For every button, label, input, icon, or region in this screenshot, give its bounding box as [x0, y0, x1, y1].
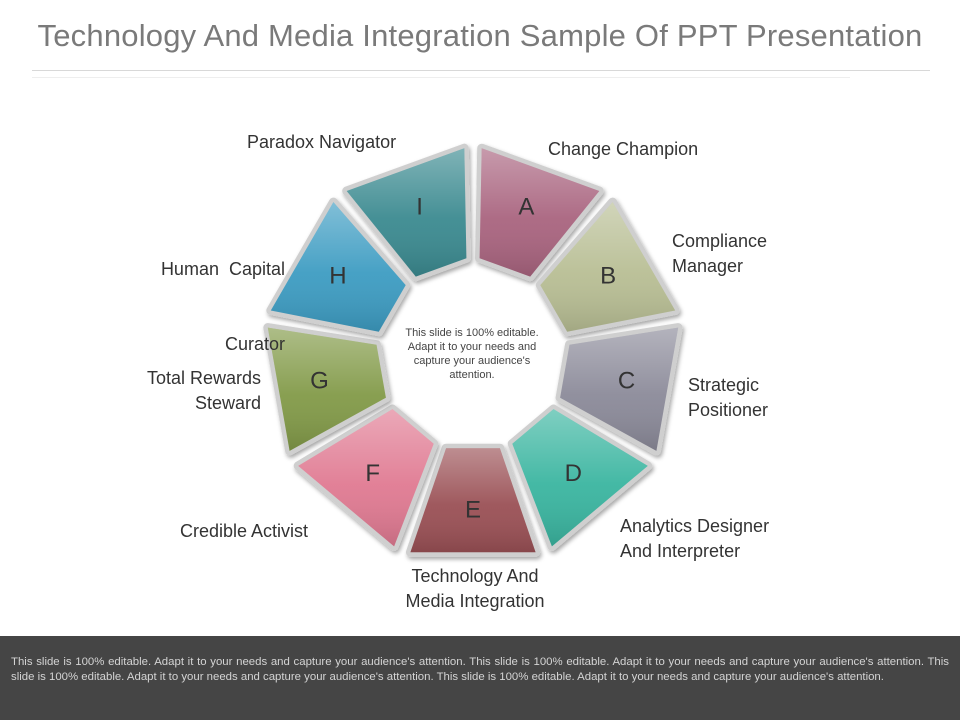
segment-f: F: [293, 404, 439, 551]
label-line: Analytics Designer: [620, 516, 770, 536]
segment-gloss: [540, 202, 676, 332]
segment-gloss: [346, 148, 467, 277]
label-line: Strategic: [688, 375, 760, 395]
segment-gloss: [479, 148, 600, 277]
label-line: Technology And: [411, 566, 539, 586]
segment-g: G: [263, 323, 391, 456]
label-line: Change Champion: [548, 139, 699, 159]
segment-e: E: [405, 443, 541, 557]
center-description: This slide is 100% editable. Adapt it to…: [405, 327, 539, 381]
label-line: Human Capital: [160, 259, 285, 279]
segment-letter-g: G: [310, 367, 329, 394]
segment-letter-e: E: [465, 496, 481, 523]
label-credible-activist: Credible Activist: [180, 519, 308, 544]
label-line: Positioner: [688, 400, 769, 420]
label-line: Credible Activist: [180, 521, 309, 541]
segment-gloss: [512, 409, 648, 547]
label-line: Steward: [194, 393, 261, 413]
label-human-capital-curator: Human Capital Curator: [120, 207, 285, 382]
segment-gloss: [410, 448, 536, 553]
label-line: Curator: [224, 334, 285, 354]
segment-letter-h: H: [329, 262, 346, 289]
segment-gloss: [270, 202, 406, 332]
label-line: Manager: [672, 256, 744, 276]
segment-letter-f: F: [365, 460, 380, 487]
label-line: Paradox Navigator: [247, 132, 397, 152]
segment-i: I: [342, 143, 471, 282]
segment-letter-b: B: [600, 262, 616, 289]
label-change-champion: Change Champion: [548, 137, 698, 162]
segment-wheel: A B C D E F G H I: [263, 143, 683, 557]
footer-band: [0, 636, 960, 720]
label-line: Total Rewards: [146, 368, 261, 388]
segment-letter-i: I: [416, 194, 423, 221]
label-analytics-designer: Analytics Designer And Interpreter: [620, 514, 769, 564]
segment-letter-d: D: [565, 460, 582, 487]
segment-a: A: [475, 143, 604, 282]
segment-gloss: [298, 409, 434, 547]
label-technology-media-integration: Technology And Media Integration: [385, 564, 565, 614]
label-line: And Interpreter: [620, 541, 741, 561]
footer-text: This slide is 100% editable. Adapt it to…: [11, 656, 949, 683]
segment-b: B: [535, 197, 680, 337]
label-compliance-manager: Compliance Manager: [672, 229, 767, 279]
slide-title: Technology And Media Integration Sample …: [37, 18, 923, 53]
segment-letter-a: A: [518, 194, 534, 221]
label-line: Compliance: [672, 231, 768, 251]
label-line: Media Integration: [405, 591, 545, 611]
segment-d: D: [507, 404, 653, 551]
label-total-rewards-steward: Total Rewards Steward: [100, 366, 261, 416]
segment-gloss: [560, 327, 679, 451]
segment-c: C: [555, 323, 683, 456]
segment-letter-c: C: [618, 367, 635, 394]
title-divider-secondary: [32, 77, 850, 78]
label-strategic-positioner: Strategic Positioner: [688, 373, 768, 423]
segment-gloss: [267, 327, 386, 451]
label-paradox-navigator: Paradox Navigator: [247, 130, 396, 155]
segment-h: H: [266, 197, 411, 337]
title-divider: [32, 70, 930, 71]
